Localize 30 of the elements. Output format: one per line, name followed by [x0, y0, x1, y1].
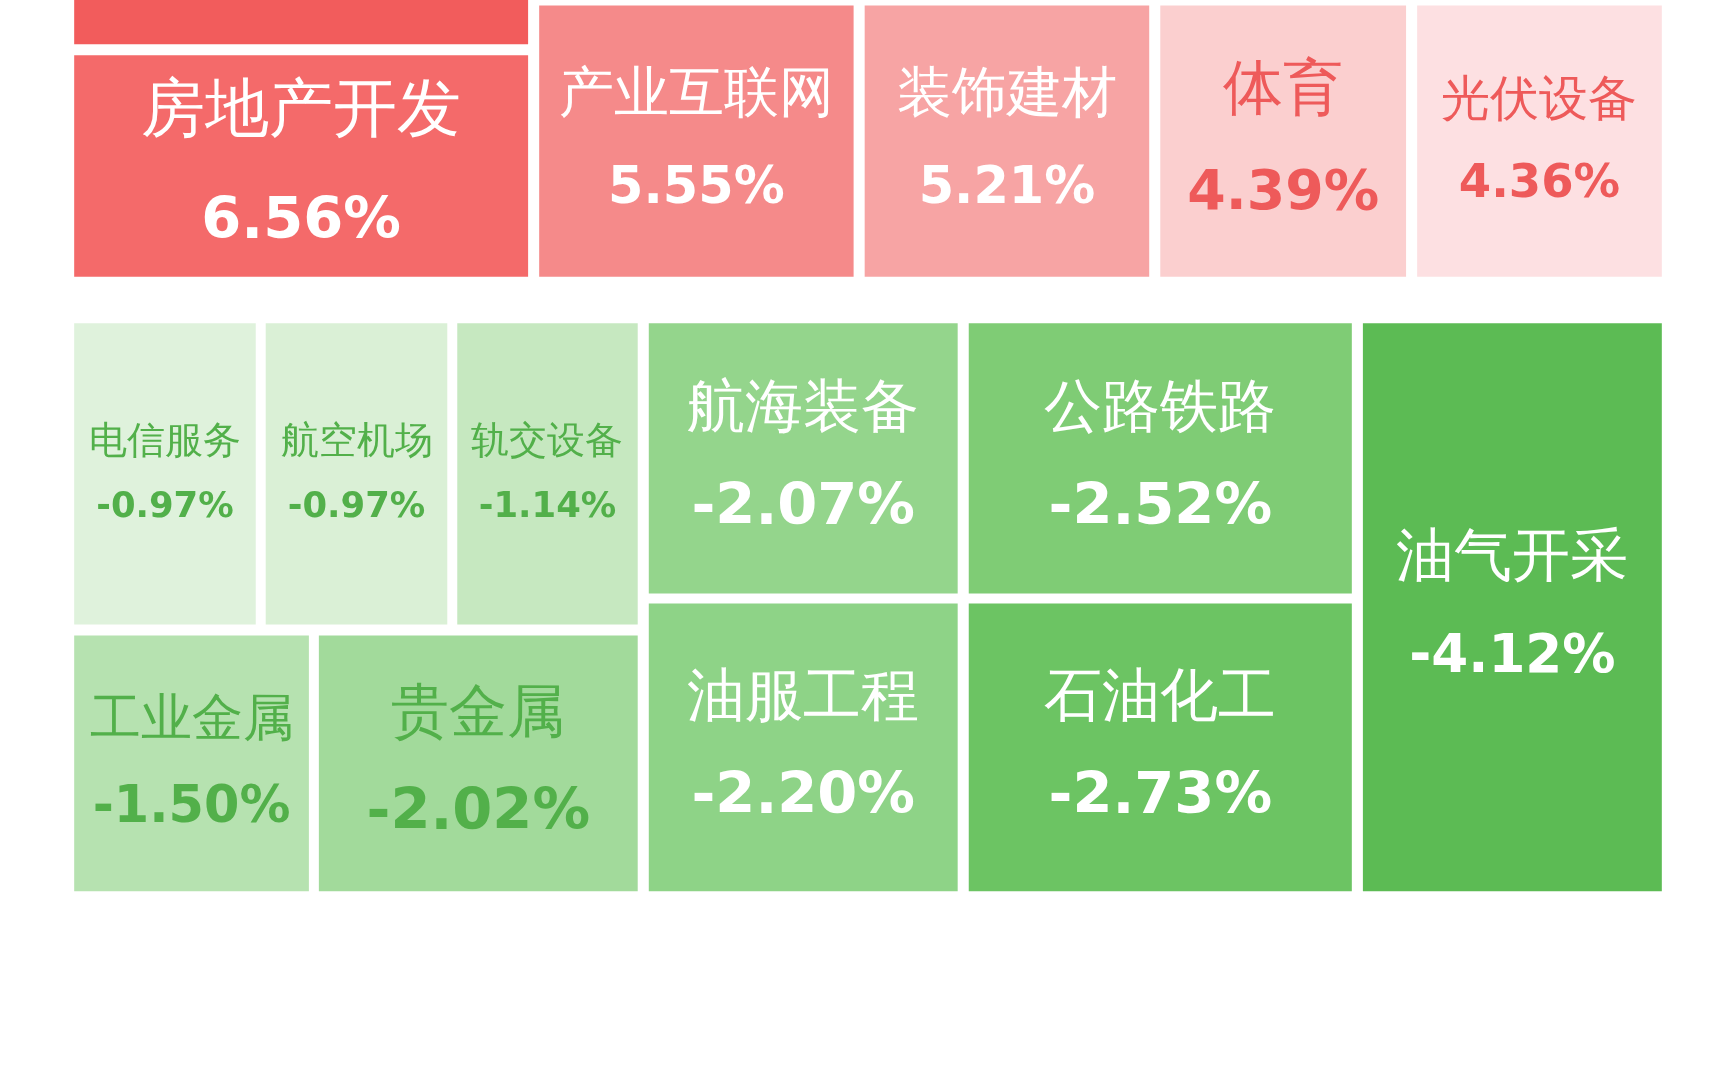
data-label: -0.97%: [287, 483, 426, 525]
category-label: 航海装备: [687, 373, 920, 441]
data-label: -4.12%: [1409, 623, 1616, 686]
data-label: 5.55%: [608, 156, 785, 216]
data-label: -2.07%: [691, 471, 916, 539]
category-label: 公路铁路: [1044, 373, 1277, 441]
data-label: 4.36%: [1458, 153, 1621, 208]
data-label: 4.39%: [1187, 157, 1380, 222]
category-label: 体育: [1223, 53, 1344, 123]
data-label: -2.20%: [691, 760, 916, 828]
category-label: 轨交设备: [471, 417, 624, 462]
category-label: 石油化工: [1044, 662, 1277, 730]
category-label: 油气开采: [1396, 522, 1629, 590]
data-label: -2.73%: [1048, 760, 1273, 828]
data-label: -0.97%: [96, 483, 234, 525]
category-label: 房地产开发: [141, 70, 462, 146]
category-label: 电信服务: [88, 417, 241, 462]
data-label: 5.21%: [918, 156, 1096, 216]
data-label: -1.14%: [478, 483, 617, 525]
data-label: 6.56%: [201, 184, 401, 252]
category-label: 装饰建材: [896, 60, 1117, 125]
category-label: 工业金属: [89, 688, 294, 748]
data-label: -2.02%: [366, 776, 591, 844]
category-label: 产业互联网: [558, 60, 834, 125]
category-label: 航空机场: [280, 417, 433, 462]
category-label: 光伏设备: [1441, 69, 1638, 126]
category-label: 贵金属: [391, 678, 566, 746]
data-label: -1.50%: [92, 774, 291, 834]
category-label: 油服工程: [687, 662, 920, 730]
data-label: -2.52%: [1048, 471, 1273, 539]
